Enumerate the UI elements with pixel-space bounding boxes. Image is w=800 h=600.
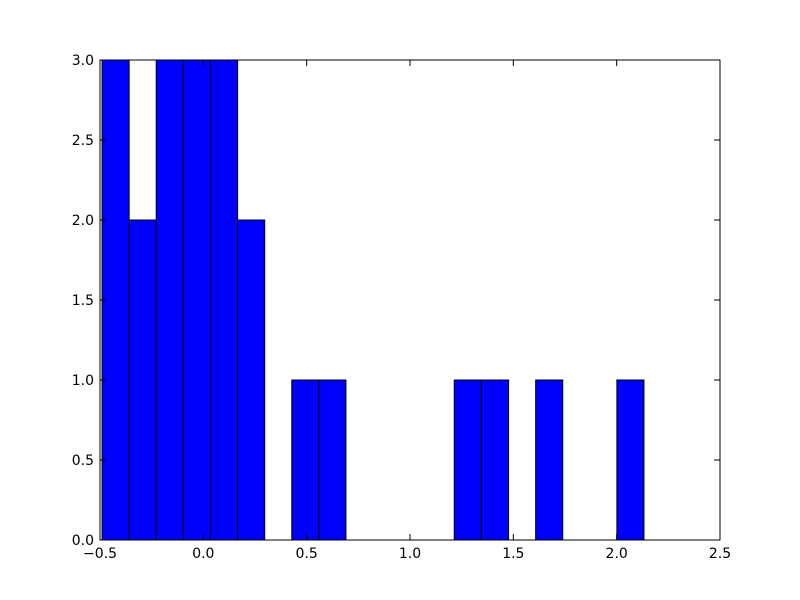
bar [616, 379, 645, 541]
bar [155, 59, 184, 541]
bar [480, 379, 510, 541]
bar [101, 59, 130, 541]
x-tick-label: 2.5 [709, 546, 731, 562]
x-tick-label: 0.0 [192, 546, 214, 562]
y-tick-label: 1.0 [72, 373, 94, 389]
bar [318, 379, 347, 541]
x-tick-label: 1.5 [502, 546, 524, 562]
x-tick-label: 2.0 [606, 546, 628, 562]
y-tick-label: 0.5 [72, 453, 94, 469]
x-tick-label: 1.0 [399, 546, 421, 562]
bar [535, 379, 564, 541]
bar [209, 59, 239, 541]
y-tick-label: 2.0 [72, 213, 94, 229]
bar [182, 59, 211, 541]
x-tick-label: 0.5 [296, 546, 318, 562]
x-tick-label: −0.5 [83, 546, 117, 562]
y-tick-label: 1.5 [72, 293, 94, 309]
y-tick-label: 3.0 [72, 53, 94, 69]
bar [128, 219, 157, 541]
bar [453, 379, 482, 541]
bar [291, 379, 320, 541]
y-tick-label: 0.0 [72, 533, 94, 549]
bar [237, 219, 266, 541]
y-tick-label: 2.5 [72, 133, 94, 149]
